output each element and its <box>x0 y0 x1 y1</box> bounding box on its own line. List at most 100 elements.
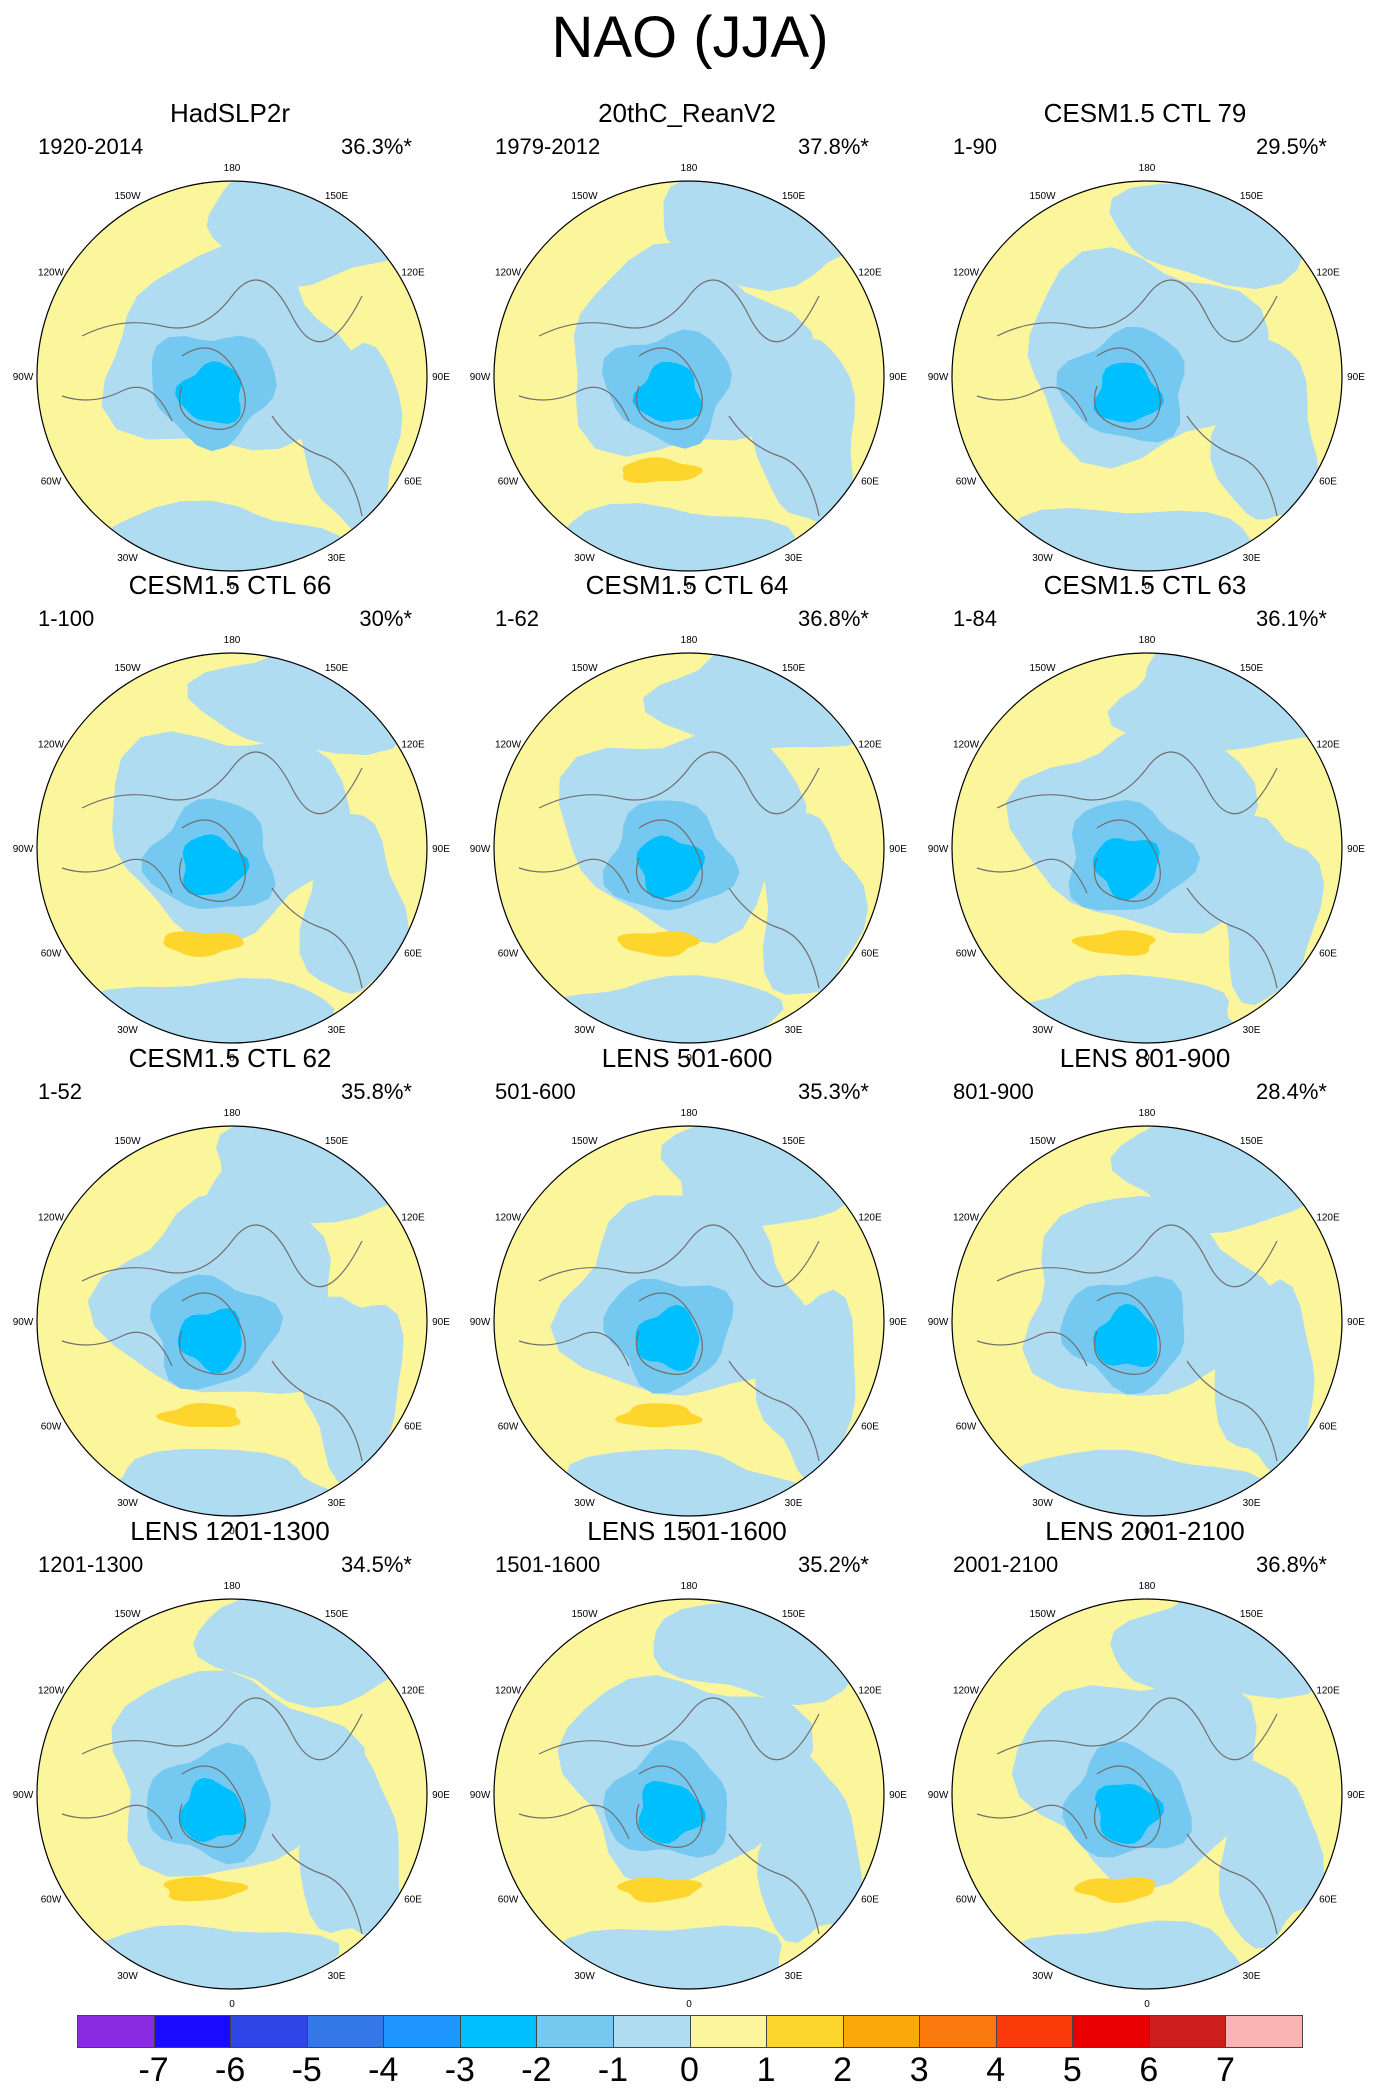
longitude-label: 150E <box>1240 191 1264 202</box>
longitude-label: 0 <box>686 581 692 592</box>
longitude-label: 180 <box>681 1581 698 1592</box>
colorbar-label: -3 <box>444 2051 475 2089</box>
longitude-label: 120W <box>495 740 522 751</box>
coastline <box>518 1697 820 1935</box>
panel-period: 1-52 <box>38 1079 83 1104</box>
longitude-label: 120W <box>953 740 980 751</box>
longitude-label: 180 <box>681 163 698 174</box>
colorbar: -7 -6 -5 -4 -3 -2 -1 0 1 2 3 4 5 6 7 <box>77 2015 1303 2089</box>
negative-region <box>762 813 869 995</box>
longitude-label: 150E <box>782 663 806 674</box>
longitude-label: 120E <box>401 268 425 279</box>
colorbar-label: -7 <box>138 2051 169 2089</box>
longitude-label: 150E <box>325 1136 349 1147</box>
longitude-label: 0 <box>229 1053 235 1064</box>
negative-region <box>1012 508 1253 571</box>
longitude-label: 120W <box>38 1686 65 1697</box>
map-boundary <box>36 1598 428 1990</box>
longitude-label: 90W <box>13 372 34 383</box>
positive-patch <box>617 931 700 957</box>
colorbar-swatch <box>842 2015 921 2048</box>
positive-patch <box>163 1876 248 1902</box>
longitude-label: 90E <box>432 844 450 855</box>
panel-title: LENS 2001-2100 <box>1045 1516 1245 1546</box>
longitude-label: 30E <box>328 553 346 564</box>
longitude-label: 60W <box>956 1895 977 1906</box>
panel-period: 2001-2100 <box>953 1552 1059 1577</box>
longitude-label: 0 <box>229 1526 235 1537</box>
longitude-label: 60E <box>1319 1895 1337 1906</box>
panel-title: CESM1.5 CTL 64 <box>585 570 789 600</box>
colorbar-swatch <box>459 2015 538 2048</box>
longitude-label: 90E <box>889 1790 907 1801</box>
longitude-label: 60W <box>498 1895 519 1906</box>
coastline <box>518 279 820 517</box>
negative-center <box>1094 1784 1164 1845</box>
longitude-label: 60E <box>404 949 422 960</box>
panel-title: CESM1.5 CTL 79 <box>1043 98 1247 128</box>
longitude-label: 60E <box>861 1422 879 1433</box>
negative-center <box>178 1777 247 1842</box>
coastline <box>976 1697 1278 1935</box>
negative-region <box>297 342 403 538</box>
panel-variance: 36.8%* <box>798 606 869 631</box>
longitude-label: 0 <box>1144 581 1150 592</box>
negative-center <box>175 361 242 424</box>
negative-center <box>638 1780 706 1844</box>
map-panel: CESM1.5 CTL 64 1-62 36.8%* 180 150E 120E 90E 60… <box>457 570 917 1064</box>
longitude-label: 180 <box>1139 1108 1156 1119</box>
polar-map: 180 150E 120E 90E 60E 30E 0 30W 60W 90W 120W 150W <box>13 635 451 1064</box>
panel-variance: 28.4%* <box>1256 1079 1327 1104</box>
polar-map: 180 150E 120E 90E 60E 30E 0 30W 60W 90W 120W 150W <box>470 1581 908 2010</box>
longitude-label: 120W <box>495 1213 522 1224</box>
colorbar-label: 3 <box>909 2051 929 2089</box>
longitude-label: 150E <box>325 191 349 202</box>
negative-region <box>1218 1760 1325 1949</box>
map-panel: LENS 2001-2100 2001-2100 36.8%* 180 150E 120E… <box>915 1516 1375 2010</box>
longitude-label: 30W <box>574 1971 595 1982</box>
longitude-label: 150E <box>1240 1609 1264 1620</box>
longitude-label: 30E <box>1243 1498 1261 1509</box>
polar-map: 180 150E 120E 90E 60E 30E 0 30W 60W 90W 120W 150W <box>928 163 1366 592</box>
longitude-label: 0 <box>1144 1053 1150 1064</box>
panel-title: CESM1.5 CTL 66 <box>128 570 332 600</box>
longitude-label: 60E <box>861 477 879 488</box>
coastline <box>976 1224 1278 1462</box>
longitude-label: 150W <box>114 1136 141 1147</box>
longitude-label: 90E <box>1347 1790 1365 1801</box>
panel-title: CESM1.5 CTL 62 <box>128 1043 332 1073</box>
panel-variance: 36.1%* <box>1256 606 1327 631</box>
longitude-label: 180 <box>224 163 241 174</box>
longitude-label: 30E <box>1243 1025 1261 1036</box>
longitude-label: 30W <box>1032 1025 1053 1036</box>
colorbar-label: 1 <box>756 2051 776 2089</box>
negative-region <box>1214 1279 1315 1479</box>
coastline <box>976 279 1278 517</box>
longitude-label: 120W <box>38 268 65 279</box>
colorbar-label: -4 <box>368 2051 399 2089</box>
map-boundary <box>951 1125 1343 1517</box>
longitude-label: 30E <box>785 1971 803 1982</box>
negative-center <box>1092 1303 1158 1368</box>
colorbar-swatch <box>995 2015 1074 2048</box>
longitude-label: 150E <box>325 663 349 674</box>
colorbar-swatch <box>306 2015 385 2048</box>
longitude-label: 150W <box>571 191 598 202</box>
longitude-label: 30W <box>117 1498 138 1509</box>
map-boundary <box>36 652 428 1044</box>
longitude-label: 90W <box>470 1790 491 1801</box>
longitude-label: 30E <box>785 553 803 564</box>
panel-period: 1979-2012 <box>495 134 601 159</box>
longitude-label: 30E <box>785 1025 803 1036</box>
longitude-label: 150W <box>571 663 598 674</box>
negative-region <box>751 338 855 528</box>
positive-patch <box>614 1403 703 1428</box>
panel-variance: 36.8%* <box>1256 1552 1327 1577</box>
negative-center <box>636 835 706 899</box>
positive-patch <box>1073 1877 1156 1903</box>
colorbar-swatch <box>1148 2015 1227 2048</box>
longitude-label: 150E <box>782 1136 806 1147</box>
map-boundary <box>951 180 1343 572</box>
panel-variance: 37.8%* <box>798 134 869 159</box>
negative-center <box>635 1304 700 1371</box>
